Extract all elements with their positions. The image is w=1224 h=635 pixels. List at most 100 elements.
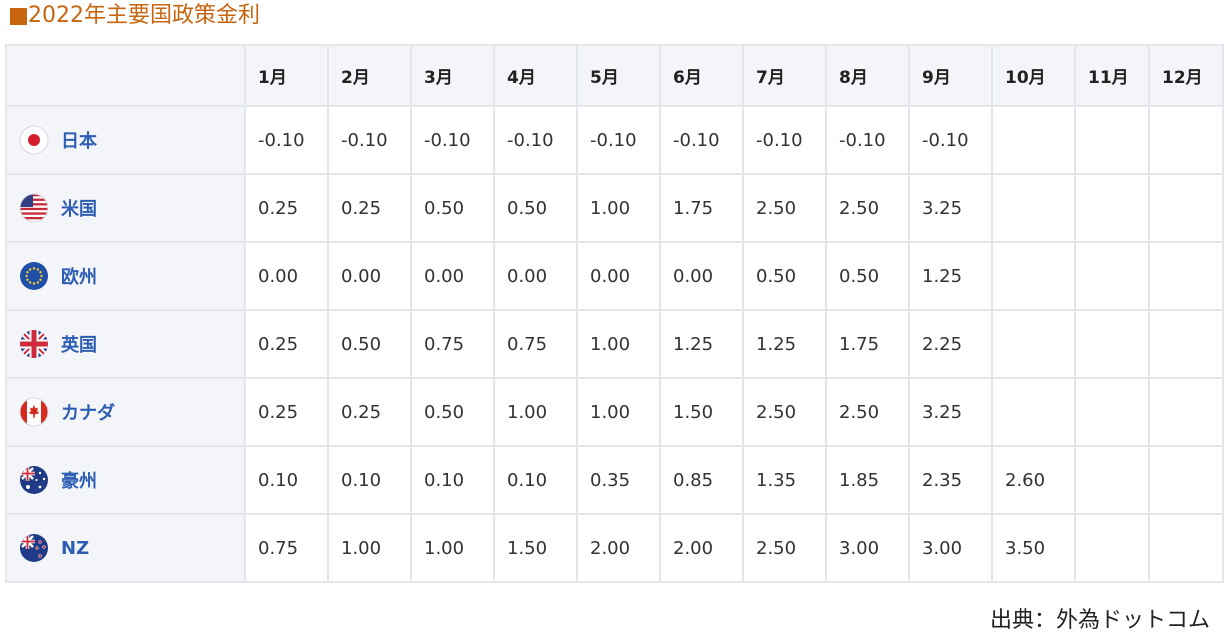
rate-cell: 0.50	[410, 377, 495, 447]
rate-cell: 1.25	[908, 241, 993, 311]
rate-cell: 1.50	[493, 513, 578, 583]
country-label[interactable]: カナダ	[19, 397, 244, 427]
rate-cell: 2.60	[991, 445, 1076, 515]
rate-cell: 0.00	[576, 241, 661, 311]
rate-cell: 2.50	[742, 173, 827, 243]
rate-cell: 1.00	[576, 377, 661, 447]
rate-cell: 0.00	[410, 241, 495, 311]
rate-cell: 0.50	[742, 241, 827, 311]
nz-flag-icon	[19, 533, 49, 563]
month-header: 7月	[742, 44, 827, 107]
canada-flag-icon	[19, 397, 49, 427]
country-name-link[interactable]: 英国	[61, 335, 97, 356]
rate-cell	[1074, 173, 1150, 243]
rate-cell	[991, 377, 1076, 447]
country-cell: 豪州	[5, 445, 246, 515]
table-row: カナダ 0.25 0.25 0.50 1.00 1.00 1.50 2.50 2.50 3.25	[5, 377, 1224, 447]
country-name-link[interactable]: 欧州	[61, 267, 97, 288]
rate-cell: 3.25	[908, 377, 993, 447]
rate-cell: -0.10	[493, 105, 578, 175]
rate-cell: 2.50	[825, 377, 910, 447]
country-label[interactable]: NZ	[19, 533, 244, 563]
rate-cell: 0.25	[244, 309, 329, 379]
country-label[interactable]: 豪州	[19, 465, 244, 495]
rate-cell: 0.50	[825, 241, 910, 311]
rate-cell	[1074, 377, 1150, 447]
rate-cell: 2.50	[742, 513, 827, 583]
rate-cell	[1148, 173, 1224, 243]
table-row: 日本 -0.10 -0.10 -0.10 -0.10 -0.10 -0.10 -0.10 -0.…	[5, 105, 1224, 175]
policy-rate-table: 1月 2月 3月 4月 5月 6月 7月 8月 9月 10月 11月 12月 日…	[5, 44, 1224, 583]
rate-cell: 0.25	[244, 173, 329, 243]
country-cell: 英国	[5, 309, 246, 379]
country-name-link[interactable]: 米国	[61, 199, 97, 220]
month-header: 1月	[244, 44, 329, 107]
table-row: 英国 0.25 0.50 0.75 0.75 1.00 1.25 1.25 1.75 2.25	[5, 309, 1224, 379]
rate-cell: 2.25	[908, 309, 993, 379]
rate-cell	[991, 173, 1076, 243]
rate-cell: 0.10	[410, 445, 495, 515]
rate-cell: 0.85	[659, 445, 744, 515]
country-label[interactable]: 日本	[19, 125, 244, 155]
rate-cell: 0.00	[244, 241, 329, 311]
header-corner-cell	[5, 44, 246, 107]
rate-cell: 0.75	[493, 309, 578, 379]
month-header: 9月	[908, 44, 993, 107]
country-cell: 欧州	[5, 241, 246, 311]
rate-cell: -0.10	[327, 105, 412, 175]
rate-cell	[991, 105, 1076, 175]
country-cell: カナダ	[5, 377, 246, 447]
japan-flag-icon	[19, 125, 49, 155]
rate-cell: 0.35	[576, 445, 661, 515]
rate-cell: 2.50	[825, 173, 910, 243]
rate-cell	[1148, 513, 1224, 583]
rate-cell: 3.25	[908, 173, 993, 243]
month-header: 5月	[576, 44, 661, 107]
rate-cell: 0.00	[493, 241, 578, 311]
table-row: 欧州 0.00 0.00 0.00 0.00 0.00 0.00 0.50 0.50 1.25	[5, 241, 1224, 311]
rate-cell	[991, 241, 1076, 311]
source-credit: 出典：外為ドットコム	[989, 608, 1210, 633]
country-label[interactable]: 英国	[19, 329, 244, 359]
eu-flag-icon	[19, 261, 49, 291]
rate-cell: 0.10	[493, 445, 578, 515]
title-square-icon	[10, 7, 27, 25]
rate-cell: 0.50	[493, 173, 578, 243]
rate-cell: 2.35	[908, 445, 993, 515]
rate-cell: 3.50	[991, 513, 1076, 583]
country-name-link[interactable]: 日本	[61, 131, 97, 152]
table-row: NZ 0.75 1.00 1.00 1.50 2.00 2.00 2.50 3.00 3.00 3.…	[5, 513, 1224, 583]
country-label[interactable]: 米国	[19, 193, 244, 223]
month-header: 6月	[659, 44, 744, 107]
rate-cell: -0.10	[908, 105, 993, 175]
rate-cell	[1148, 241, 1224, 311]
usa-flag-icon	[19, 193, 49, 223]
country-name-link[interactable]: カナダ	[61, 403, 115, 424]
rate-cell: 2.00	[659, 513, 744, 583]
rate-cell: -0.10	[825, 105, 910, 175]
country-label[interactable]: 欧州	[19, 261, 244, 291]
country-cell: 日本	[5, 105, 246, 175]
month-header: 3月	[410, 44, 495, 107]
rate-cell: 1.75	[825, 309, 910, 379]
country-cell: 米国	[5, 173, 246, 243]
rate-cell: 1.25	[659, 309, 744, 379]
rate-cell: -0.10	[410, 105, 495, 175]
rate-cell: 1.00	[493, 377, 578, 447]
rate-cell: 3.00	[908, 513, 993, 583]
rate-cell	[1148, 105, 1224, 175]
country-cell: NZ	[5, 513, 246, 583]
table-row: 米国 0.25 0.25 0.50 0.50 1.00 1.75 2.50 2.50 3.25	[5, 173, 1224, 243]
rate-cell: 1.35	[742, 445, 827, 515]
rate-cell: 1.00	[576, 309, 661, 379]
rate-cell	[991, 309, 1076, 379]
month-header: 2月	[327, 44, 412, 107]
rate-cell: -0.10	[576, 105, 661, 175]
rate-cell: 2.00	[576, 513, 661, 583]
rate-cell: 0.25	[327, 173, 412, 243]
rate-cell: 0.10	[244, 445, 329, 515]
country-name-link[interactable]: 豪州	[61, 471, 97, 492]
rate-cell	[1074, 513, 1150, 583]
country-name-link[interactable]: NZ	[61, 537, 90, 559]
month-header: 11月	[1074, 44, 1150, 107]
